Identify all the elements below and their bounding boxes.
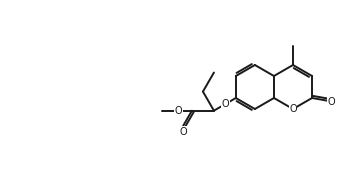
Text: O: O bbox=[175, 106, 183, 116]
Text: O: O bbox=[328, 97, 335, 107]
Text: O: O bbox=[222, 99, 229, 109]
Text: O: O bbox=[289, 104, 297, 114]
Text: O: O bbox=[179, 127, 187, 137]
